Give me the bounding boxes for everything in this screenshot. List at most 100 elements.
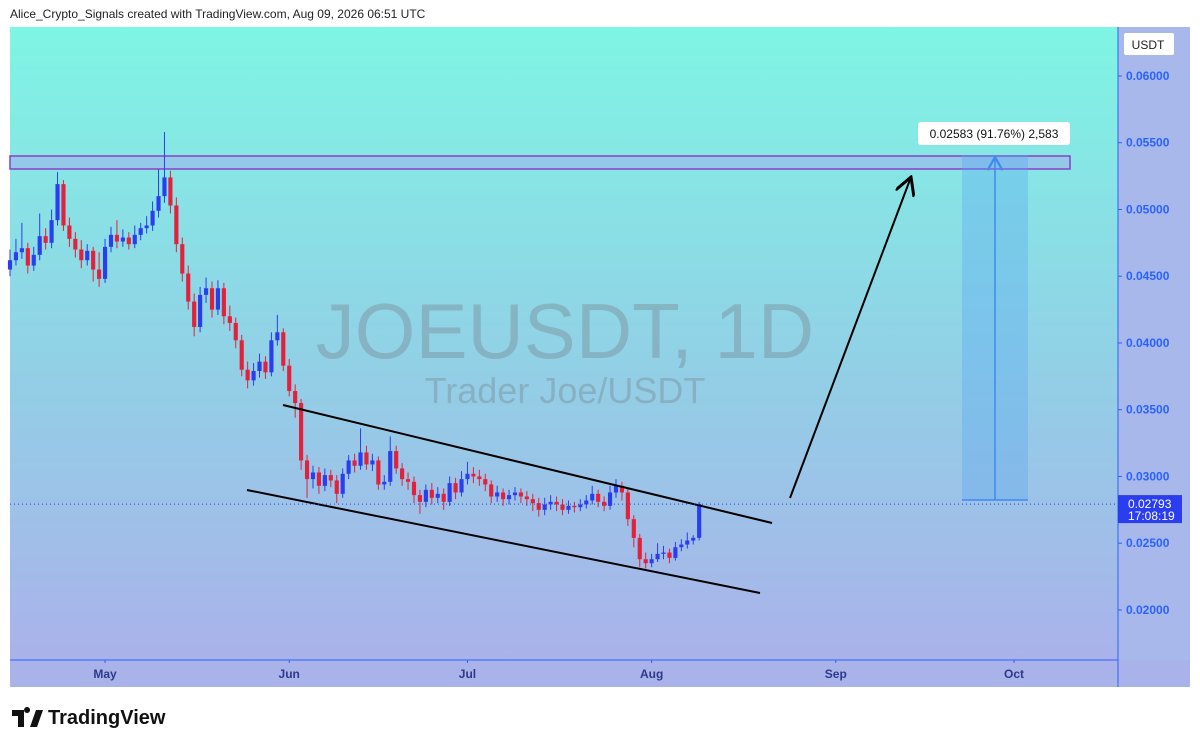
candle-body [667, 552, 672, 558]
candle-body [429, 489, 434, 498]
candle-body [126, 237, 131, 245]
candle-body [156, 196, 161, 211]
candle-body [108, 234, 114, 247]
candle-body [316, 472, 322, 486]
candle-body [679, 544, 684, 548]
candle-body [607, 492, 613, 506]
candles [7, 132, 702, 569]
candle-body [477, 476, 482, 480]
last-price-label: 0.02793 [1128, 497, 1172, 511]
candle-body [269, 340, 274, 373]
candle-body [304, 460, 310, 480]
candle-body [388, 451, 393, 482]
candle-body [566, 505, 571, 510]
measure-label: 0.02583 (91.76%) 2,583 [930, 127, 1059, 141]
candle-body [251, 370, 256, 381]
candle-body [572, 505, 577, 508]
candle-body [394, 451, 399, 469]
candle-body [602, 501, 607, 506]
candle-body [7, 260, 13, 270]
y-tick-label: 0.05500 [1126, 136, 1170, 150]
candle-body [328, 475, 333, 481]
candle-body [382, 481, 387, 485]
candle-body [506, 495, 512, 500]
candle-body [132, 234, 137, 245]
credit: Alice_Crypto_Signals created with Tradin… [10, 7, 426, 21]
price-axis-background [1118, 27, 1190, 660]
candle-body [239, 340, 244, 370]
candle-body [150, 210, 155, 226]
candle-body [334, 480, 339, 494]
candle-body [263, 361, 268, 373]
candle-body [287, 365, 292, 392]
channel-upper [282, 404, 773, 524]
candle-body [102, 246, 108, 279]
candle-body [673, 547, 678, 558]
candle-body [483, 479, 488, 485]
candle-body [233, 322, 238, 341]
candle-body [554, 501, 559, 505]
name-watermark: Trader Joe/USDT [425, 370, 706, 411]
candle-body [691, 537, 696, 541]
y-tick-label: 0.03000 [1126, 469, 1170, 483]
candle-body [209, 288, 215, 310]
last-price-box [1118, 495, 1182, 524]
candle-body [19, 248, 24, 253]
candle-body [186, 273, 191, 302]
candle-body [441, 493, 446, 502]
projection-arrow [789, 177, 911, 499]
x-tick-label: Jul [459, 667, 476, 681]
candle-body [423, 489, 428, 502]
axes: 0.02000 0.02500 0.03000 0.03500 0.04000 0.045… [10, 69, 1182, 681]
candle-body [37, 236, 42, 255]
x-tick-label: Oct [1004, 667, 1024, 681]
y-tick-label: 0.05000 [1126, 202, 1170, 216]
candle-body [697, 504, 702, 538]
candle-body [162, 177, 167, 197]
candle-body [144, 225, 149, 229]
candle-body [685, 540, 690, 545]
candle-body [411, 481, 417, 496]
candle-body [495, 492, 500, 497]
candle-body [655, 553, 660, 560]
candle-body [25, 248, 30, 266]
x-tick-label: Aug [640, 667, 663, 681]
x-tick-label: Sep [825, 667, 847, 681]
candle-body [310, 472, 316, 480]
candle-body [322, 475, 327, 486]
candle-body [584, 500, 589, 505]
candle-body [281, 332, 286, 366]
candle-body [536, 503, 541, 510]
candle-body [31, 254, 36, 266]
candle-body [346, 460, 351, 474]
brand: TradingView [12, 707, 166, 729]
candle-body [590, 493, 595, 501]
candle-body [245, 369, 250, 381]
y-tick-label: 0.04000 [1126, 336, 1170, 350]
candle-body [631, 519, 636, 538]
candle-body [643, 559, 648, 564]
currency-box[interactable] [1124, 33, 1174, 55]
candle-body [501, 492, 506, 500]
candle-body [613, 485, 619, 493]
candle-body [293, 391, 298, 404]
candle-body [352, 460, 357, 466]
measure-label-box [918, 122, 1070, 145]
candle-body [649, 559, 654, 564]
candle-body [203, 288, 209, 295]
currency[interactable]: USDT [1132, 38, 1165, 52]
candle-body [55, 184, 60, 221]
time-axis-background [10, 660, 1190, 687]
candle-body [524, 496, 529, 500]
brand-name: TradingView [48, 707, 166, 729]
y-tick-label: 0.02000 [1126, 603, 1170, 617]
candle-body [459, 479, 464, 493]
candle-body [447, 483, 452, 502]
candle-body [619, 485, 625, 493]
candle-body [417, 495, 423, 502]
y-tick-label: 0.04500 [1126, 269, 1170, 283]
candle-body [489, 484, 494, 497]
candle-body [91, 250, 96, 270]
